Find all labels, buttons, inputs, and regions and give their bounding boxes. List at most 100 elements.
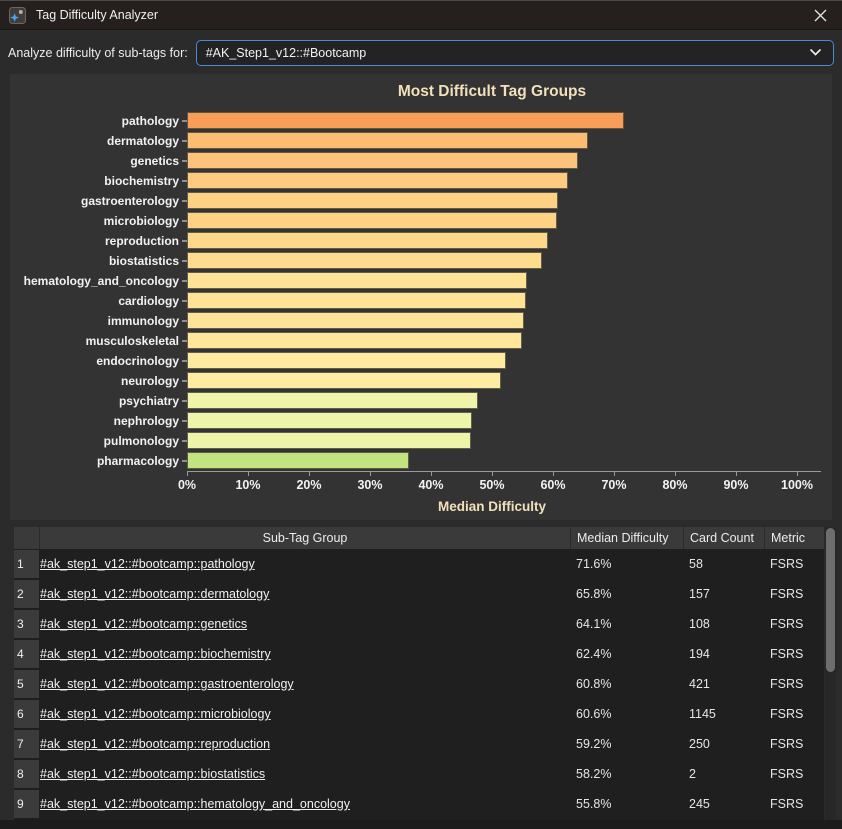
category-row: nephrology bbox=[10, 411, 187, 431]
cell-subtag-group: #ak_step1_v12::#bootcamp::biostatistics bbox=[40, 767, 570, 781]
category-row: cardiology bbox=[10, 291, 187, 311]
column-header-median-difficulty[interactable]: Median Difficulty bbox=[570, 527, 683, 549]
cell-subtag-group: #ak_step1_v12::#bootcamp::gastroenterolo… bbox=[40, 677, 570, 691]
bar-biostatistics bbox=[187, 252, 542, 269]
close-button[interactable] bbox=[811, 6, 829, 24]
cell-card-count: 2 bbox=[683, 767, 764, 781]
category-label: nephrology bbox=[114, 414, 179, 428]
subtag-link[interactable]: #ak_step1_v12::#bootcamp::dermatology bbox=[40, 587, 269, 601]
vertical-scrollbar-track[interactable] bbox=[825, 527, 836, 820]
bar-microbiology bbox=[187, 212, 557, 229]
x-tick-label: 0% bbox=[164, 478, 210, 492]
subtag-link[interactable]: #ak_step1_v12::#bootcamp::reproduction bbox=[40, 737, 270, 751]
x-tick-mark bbox=[309, 472, 310, 476]
cell-subtag-group: #ak_step1_v12::#bootcamp::microbiology bbox=[40, 707, 570, 721]
category-label: hematology_and_oncology bbox=[24, 274, 179, 288]
x-tick-label: 70% bbox=[591, 478, 637, 492]
subtag-link[interactable]: #ak_step1_v12::#bootcamp::microbiology bbox=[40, 707, 271, 721]
cell-card-count: 245 bbox=[683, 797, 764, 811]
cell-subtag-group: #ak_step1_v12::#bootcamp::genetics bbox=[40, 617, 570, 631]
row-header[interactable]: 6 bbox=[14, 700, 39, 728]
x-tick-label: 60% bbox=[530, 478, 576, 492]
category-row: genetics bbox=[10, 151, 187, 171]
app-window: Tag Difficulty Analyzer Analyze difficul… bbox=[0, 0, 842, 829]
cell-median-difficulty: 65.8% bbox=[570, 587, 683, 601]
category-label: pharmacology bbox=[97, 454, 179, 468]
table-row: 2#ak_step1_v12::#bootcamp::dermatology 65… bbox=[14, 579, 824, 609]
x-axis-line bbox=[187, 471, 821, 472]
x-tick-mark bbox=[553, 472, 554, 476]
category-row: pharmacology bbox=[10, 451, 187, 471]
category-row: psychiatry bbox=[10, 391, 187, 411]
subtag-link[interactable]: #ak_step1_v12::#bootcamp::pathology bbox=[40, 557, 255, 571]
cell-metric: FSRS bbox=[764, 647, 824, 661]
category-row: biochemistry bbox=[10, 171, 187, 191]
cell-subtag-group: #ak_step1_v12::#bootcamp::dermatology bbox=[40, 587, 570, 601]
category-row: microbiology bbox=[10, 211, 187, 231]
category-label: gastroenterology bbox=[81, 194, 179, 208]
row-header[interactable]: 7 bbox=[14, 730, 39, 758]
cell-metric: FSRS bbox=[764, 677, 824, 691]
category-label: pathology bbox=[122, 114, 179, 128]
category-row: endocrinology bbox=[10, 351, 187, 371]
cell-card-count: 58 bbox=[683, 557, 764, 571]
table-row: 5#ak_step1_v12::#bootcamp::gastroenterol… bbox=[14, 669, 824, 699]
bar-cardiology bbox=[187, 292, 526, 309]
category-row: pathology bbox=[10, 111, 187, 131]
x-tick-mark bbox=[614, 472, 615, 476]
cell-metric: FSRS bbox=[764, 587, 824, 601]
app-icon bbox=[9, 7, 26, 24]
x-axis-title: Median Difficulty bbox=[187, 499, 797, 514]
category-label: psychiatry bbox=[119, 394, 179, 408]
row-header[interactable]: 9 bbox=[14, 790, 39, 818]
cell-median-difficulty: 60.6% bbox=[570, 707, 683, 721]
row-header[interactable]: 3 bbox=[14, 610, 39, 638]
subtag-link[interactable]: #ak_step1_v12::#bootcamp::gastroenterolo… bbox=[40, 677, 294, 691]
cell-card-count: 108 bbox=[683, 617, 764, 631]
table-row: 7#ak_step1_v12::#bootcamp::reproduction5… bbox=[14, 729, 824, 759]
column-header-card-count[interactable]: Card Count bbox=[683, 527, 764, 549]
row-header[interactable]: 8 bbox=[14, 760, 39, 788]
category-label: reproduction bbox=[105, 234, 179, 248]
bar-hematology_and_oncology bbox=[187, 272, 527, 289]
bar-reproduction bbox=[187, 232, 548, 249]
row-header[interactable]: 1 bbox=[14, 550, 39, 578]
cell-median-difficulty: 60.8% bbox=[570, 677, 683, 691]
cell-metric: FSRS bbox=[764, 707, 824, 721]
bar-genetics bbox=[187, 152, 578, 169]
cell-card-count: 250 bbox=[683, 737, 764, 751]
table-row: 8#ak_step1_v12::#bootcamp::biostatistics… bbox=[14, 759, 824, 789]
row-header[interactable]: 4 bbox=[14, 640, 39, 668]
row-header[interactable]: 2 bbox=[14, 580, 39, 608]
x-tick-mark bbox=[248, 472, 249, 476]
table-header-row: Sub-Tag Group Median Difficulty Card Cou… bbox=[14, 527, 824, 549]
vertical-scrollbar-thumb[interactable] bbox=[826, 528, 835, 672]
table-corner-cell bbox=[14, 527, 40, 549]
cell-subtag-group: #ak_step1_v12::#bootcamp::hematology_and… bbox=[40, 797, 570, 811]
x-tick-label: 50% bbox=[469, 478, 515, 492]
x-tick-mark bbox=[492, 472, 493, 476]
category-label: biochemistry bbox=[104, 174, 179, 188]
x-tick-label: 10% bbox=[225, 478, 271, 492]
category-row: pulmonology bbox=[10, 431, 187, 451]
subtag-link[interactable]: #ak_step1_v12::#bootcamp::genetics bbox=[40, 617, 247, 631]
cell-metric: FSRS bbox=[764, 737, 824, 751]
chevron-down-icon bbox=[809, 44, 822, 62]
subtag-link[interactable]: #ak_step1_v12::#bootcamp::hematology_and… bbox=[40, 797, 350, 811]
category-label: biostatistics bbox=[109, 254, 179, 268]
bar-musculoskeletal bbox=[187, 332, 522, 349]
category-label: endocrinology bbox=[96, 354, 179, 368]
window-title: Tag Difficulty Analyzer bbox=[36, 8, 158, 22]
chart-title: Most Difficult Tag Groups bbox=[187, 83, 797, 101]
row-header[interactable]: 5 bbox=[14, 670, 39, 698]
tag-select-dropdown[interactable]: #AK_Step1_v12::#Bootcamp bbox=[196, 40, 834, 66]
subtag-table: Sub-Tag Group Median Difficulty Card Cou… bbox=[14, 527, 824, 820]
subtag-link[interactable]: #ak_step1_v12::#bootcamp::biochemistry bbox=[40, 647, 271, 661]
table-row: 4#ak_step1_v12::#bootcamp::biochemistry6… bbox=[14, 639, 824, 669]
subtag-link[interactable]: #ak_step1_v12::#bootcamp::biostatistics bbox=[40, 767, 265, 781]
bar-pharmacology bbox=[187, 452, 409, 469]
close-icon bbox=[814, 9, 827, 22]
column-header-subtag-group[interactable]: Sub-Tag Group bbox=[40, 527, 570, 549]
category-label: microbiology bbox=[104, 214, 179, 228]
column-header-metric[interactable]: Metric bbox=[764, 527, 824, 549]
